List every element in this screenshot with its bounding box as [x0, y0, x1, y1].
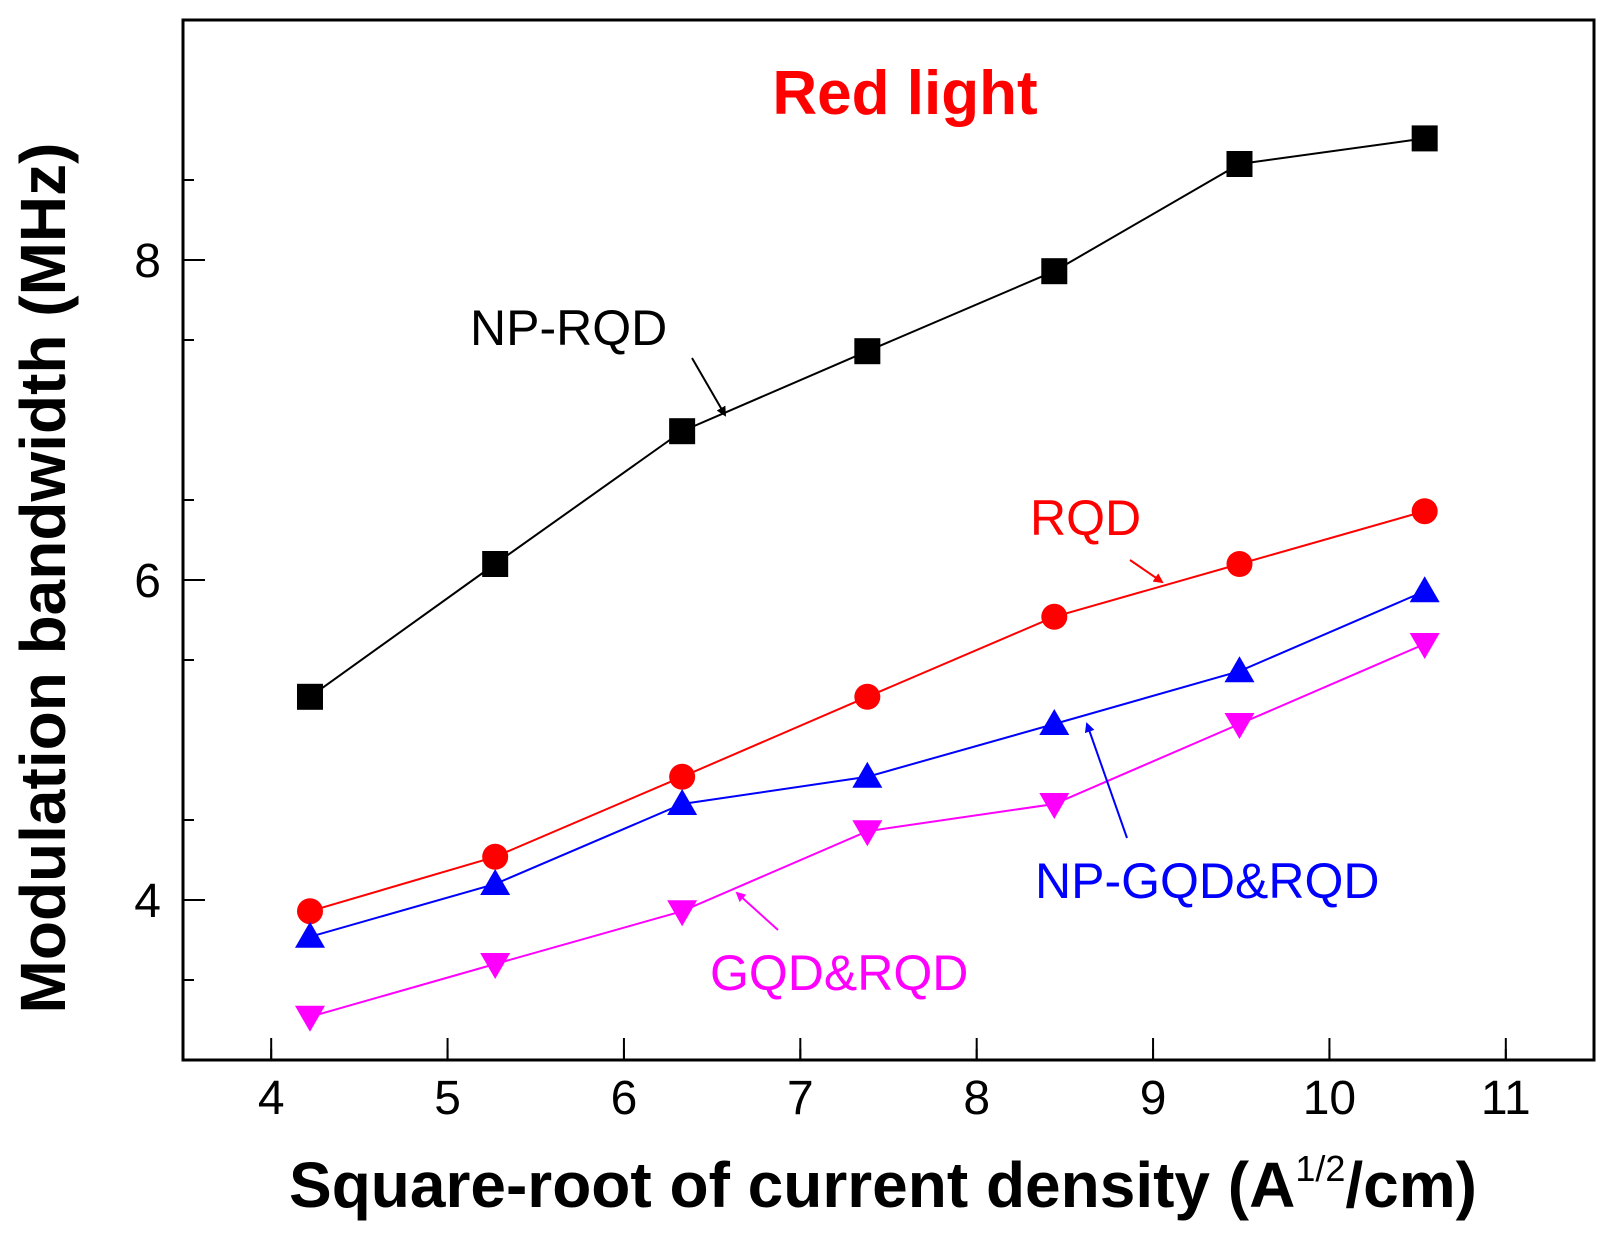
data-point: [482, 843, 509, 870]
x-tick-label: 9: [1140, 1072, 1167, 1125]
series-rqd: [296, 498, 1438, 925]
data-point: [296, 898, 323, 925]
data-point: [1041, 603, 1068, 630]
data-point: [854, 683, 881, 710]
data-point: [667, 900, 698, 927]
data-point: [852, 820, 883, 847]
y-axis-title: Modulation bandwidth (MHz): [7, 143, 79, 1014]
data-point: [294, 921, 325, 948]
data-point: [1226, 151, 1253, 177]
x-tick-label: 8: [963, 1072, 990, 1125]
annotation-arrow-gqd-rqd: [735, 891, 779, 931]
annotation-arrow-np-rqd: [691, 357, 727, 417]
data-point: [294, 1005, 325, 1032]
data-point: [1224, 713, 1255, 739]
data-point: [1039, 793, 1070, 819]
annotation-np-gqd-rqd: NP-GQD&RQD: [1035, 853, 1379, 909]
y-tick-label: 4: [134, 875, 161, 928]
data-point: [667, 789, 698, 815]
data-point: [296, 683, 323, 710]
data-point: [1039, 709, 1070, 735]
x-tick-label: 11: [1481, 1072, 1531, 1125]
data-point: [1409, 633, 1440, 659]
plot-frame: [181, 18, 1596, 1062]
y-tick-label: 6: [134, 555, 161, 608]
data-point: [1226, 551, 1253, 577]
x-tick-label: 6: [611, 1072, 638, 1125]
data-point: [1224, 656, 1255, 683]
x-tick-label: 5: [434, 1072, 461, 1125]
series-gqd-rqd: [294, 633, 1440, 1032]
data-point: [1409, 576, 1440, 603]
x-axis-title: Square-root of current density (A1/2/cm): [289, 1148, 1477, 1221]
x-tick-label: 7: [787, 1072, 814, 1125]
x-axis-title-superscript: 1/2: [1295, 1148, 1345, 1189]
data-point: [852, 761, 883, 788]
x-tick-label: 4: [258, 1072, 285, 1125]
data-point: [480, 953, 511, 979]
data-point: [1411, 498, 1438, 525]
data-point: [482, 551, 509, 577]
annotation-arrow-rqd: [1129, 559, 1164, 584]
chart-title: Red light: [772, 59, 1037, 128]
data-point: [854, 338, 881, 365]
data-point: [669, 418, 696, 445]
data-point: [480, 869, 511, 895]
annotation-gqd-rqd: GQD&RQD: [710, 945, 968, 1001]
annotation-arrow-np-gqd-rqd: [1084, 722, 1128, 839]
data-point: [1411, 125, 1438, 152]
x-tick-label: 10: [1303, 1072, 1356, 1125]
series-layer: [294, 125, 1440, 1032]
annotations: NP-RQD RQD NP-GQD&RQD GQD&RQD: [470, 300, 1379, 1001]
x-axis-title-main: Square-root of current density (A: [289, 1149, 1295, 1221]
x-axis-title-suffix: /cm): [1345, 1149, 1477, 1221]
annotation-np-rqd: NP-RQD: [470, 300, 667, 356]
series-np-rqd: [296, 125, 1438, 710]
axes: 4 5 6 7 8 9 10 11 4 6 8: [134, 18, 1596, 1125]
data-point: [1041, 258, 1068, 285]
data-point: [669, 763, 696, 790]
y-tick-label: 8: [134, 235, 161, 288]
series-np-gqd-rqd: [294, 576, 1440, 948]
annotation-rqd: RQD: [1030, 490, 1141, 546]
